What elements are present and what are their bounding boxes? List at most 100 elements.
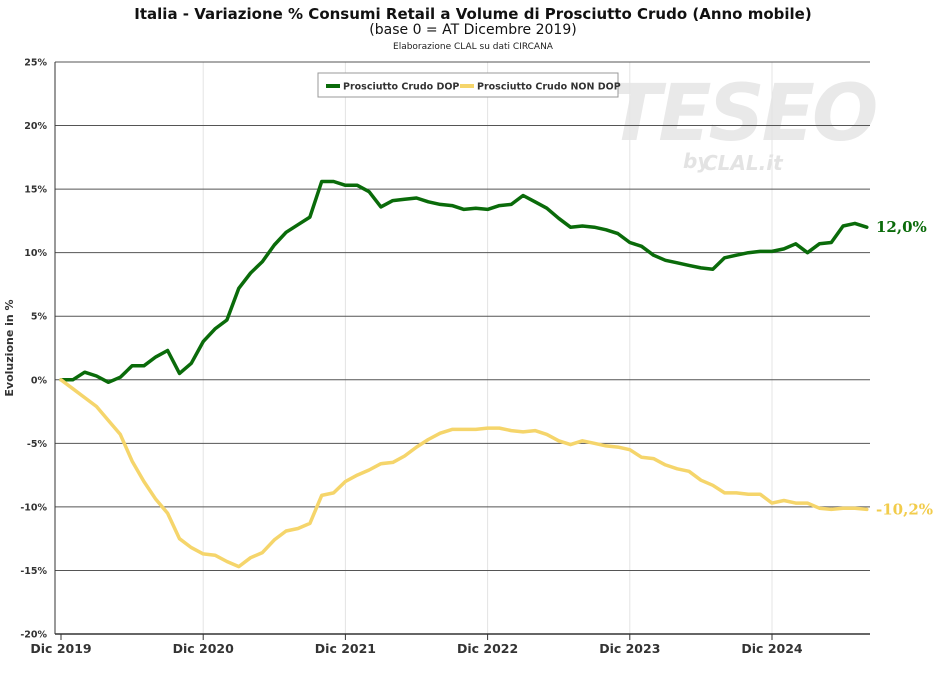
data-point-dop[interactable] [131,364,134,367]
data-point-dop[interactable] [853,222,856,225]
data-point-dop[interactable] [95,374,98,377]
data-point-dop[interactable] [522,194,525,197]
data-point-non-dop[interactable] [853,507,856,510]
data-point-non-dop[interactable] [166,512,169,515]
data-point-dop[interactable] [699,266,702,269]
data-point-non-dop[interactable] [71,387,74,390]
data-point-dop[interactable] [616,232,619,235]
data-point-non-dop[interactable] [474,428,477,431]
data-point-non-dop[interactable] [213,554,216,557]
data-point-non-dop[interactable] [865,508,868,511]
data-point-non-dop[interactable] [308,522,311,525]
data-point-dop[interactable] [818,242,821,245]
data-point-dop[interactable] [202,340,205,343]
data-point-dop[interactable] [770,250,773,253]
data-point-non-dop[interactable] [770,502,773,505]
data-point-dop[interactable] [166,349,169,352]
data-point-dop[interactable] [462,208,465,211]
data-point-non-dop[interactable] [95,405,98,408]
data-point-dop[interactable] [498,204,501,207]
data-point-non-dop[interactable] [83,396,86,399]
data-point-non-dop[interactable] [190,546,193,549]
data-point-dop[interactable] [806,251,809,254]
data-point-non-dop[interactable] [593,442,596,445]
data-point-non-dop[interactable] [830,508,833,511]
data-point-non-dop[interactable] [522,430,525,433]
data-point-dop[interactable] [332,180,335,183]
data-point-dop[interactable] [119,376,122,379]
data-point-dop[interactable] [687,264,690,267]
data-point-dop[interactable] [308,216,311,219]
data-point-non-dop[interactable] [676,467,679,470]
data-point-dop[interactable] [285,231,288,234]
data-point-non-dop[interactable] [723,491,726,494]
data-point-dop[interactable] [391,199,394,202]
data-point-non-dop[interactable] [581,439,584,442]
data-point-non-dop[interactable] [794,502,797,505]
data-point-dop[interactable] [640,245,643,248]
data-point-non-dop[interactable] [119,433,122,436]
data-point-non-dop[interactable] [569,443,572,446]
data-point-non-dop[interactable] [782,499,785,502]
data-point-non-dop[interactable] [249,556,252,559]
data-point-dop[interactable] [249,271,252,274]
data-point-dop[interactable] [261,260,264,263]
data-point-non-dop[interactable] [451,428,454,431]
data-point-non-dop[interactable] [652,457,655,460]
data-point-dop[interactable] [830,241,833,244]
data-point-dop[interactable] [225,318,228,321]
data-point-non-dop[interactable] [498,427,501,430]
data-point-non-dop[interactable] [368,468,371,471]
data-point-non-dop[interactable] [131,460,134,463]
data-point-dop[interactable] [486,208,489,211]
data-point-non-dop[interactable] [154,498,157,501]
data-point-non-dop[interactable] [107,419,110,422]
data-point-dop[interactable] [320,180,323,183]
data-point-dop[interactable] [356,184,359,187]
data-point-dop[interactable] [178,372,181,375]
data-point-non-dop[interactable] [261,551,264,554]
data-point-dop[interactable] [415,196,418,199]
data-point-dop[interactable] [593,226,596,229]
data-point-non-dop[interactable] [545,433,548,436]
data-point-dop[interactable] [545,207,548,210]
data-point-non-dop[interactable] [640,456,643,459]
data-point-non-dop[interactable] [664,463,667,466]
data-point-dop[interactable] [557,217,560,220]
data-point-non-dop[interactable] [379,462,382,465]
data-point-dop[interactable] [510,203,513,206]
data-point-dop[interactable] [154,355,157,358]
data-point-dop[interactable] [237,287,240,290]
data-point-dop[interactable] [628,241,631,244]
data-point-non-dop[interactable] [237,565,240,568]
data-point-dop[interactable] [711,268,714,271]
data-point-non-dop[interactable] [296,527,299,530]
data-point-non-dop[interactable] [510,429,513,432]
data-point-dop[interactable] [71,378,74,381]
data-point-non-dop[interactable] [320,494,323,497]
legend[interactable]: Prosciutto Crudo DOP Prosciutto Crudo NO… [317,72,621,98]
data-point-non-dop[interactable] [439,432,442,435]
data-point-dop[interactable] [569,226,572,229]
data-point-non-dop[interactable] [462,428,465,431]
data-point-non-dop[interactable] [273,538,276,541]
data-point-non-dop[interactable] [142,480,145,483]
data-point-non-dop[interactable] [403,454,406,457]
data-point-non-dop[interactable] [391,461,394,464]
data-point-dop[interactable] [735,254,738,257]
data-point-dop[interactable] [368,190,371,193]
data-point-dop[interactable] [403,198,406,201]
data-point-dop[interactable] [652,254,655,257]
data-point-dop[interactable] [142,364,145,367]
data-point-non-dop[interactable] [332,491,335,494]
data-point-non-dop[interactable] [605,444,608,447]
data-point-non-dop[interactable] [178,537,181,540]
data-point-dop[interactable] [451,204,454,207]
legend-label-dop[interactable]: Prosciutto Crudo DOP [343,82,459,93]
data-point-dop[interactable] [605,228,608,231]
data-point-non-dop[interactable] [285,529,288,532]
data-point-dop[interactable] [107,381,110,384]
data-point-non-dop[interactable] [687,470,690,473]
data-point-dop[interactable] [759,250,762,253]
data-point-dop[interactable] [747,251,750,254]
